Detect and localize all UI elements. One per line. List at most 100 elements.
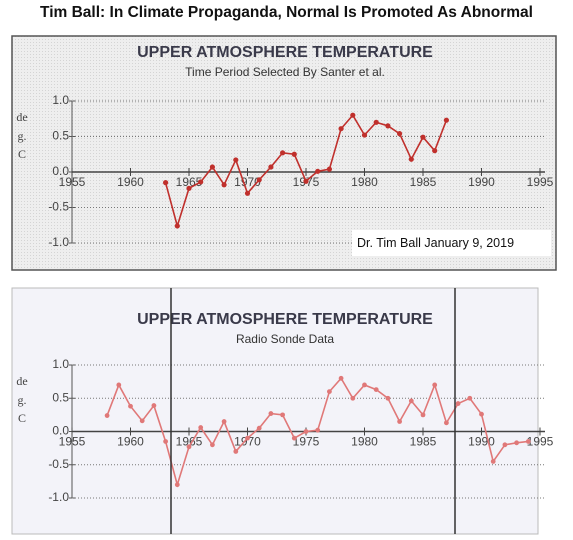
data-point [444, 420, 449, 426]
x-tick-label: 1960 [117, 435, 144, 449]
data-point [186, 185, 192, 191]
data-point [256, 177, 262, 183]
data-point [467, 395, 473, 401]
y-tick-label: -0.5 [48, 200, 69, 214]
y-tick-label: 0.0 [52, 424, 69, 438]
data-point [408, 156, 414, 162]
data-point [280, 412, 285, 418]
y-tick-label: -0.5 [48, 457, 69, 471]
y-axis-label: deg.C [16, 110, 28, 161]
data-point [233, 449, 239, 454]
data-point [186, 444, 192, 450]
x-tick-label: 1975 [293, 435, 320, 449]
data-point [209, 164, 215, 170]
data-point [280, 150, 286, 156]
data-point [397, 419, 402, 424]
data-point [315, 427, 321, 433]
x-tick-label: 1985 [410, 435, 437, 449]
data-point [221, 419, 227, 424]
data-point [151, 403, 157, 408]
chart: UPPER ATMOSPHERE TEMPERATURE Time Period … [48, 44, 553, 249]
x-tick-label: 1980 [351, 175, 378, 189]
data-point [268, 164, 274, 170]
data-point [268, 411, 274, 416]
x-tick-label: 1995 [527, 435, 554, 449]
x-tick-label: 1965 [176, 175, 203, 189]
data-point [490, 459, 496, 464]
data-point [385, 123, 391, 129]
chart-subtitle: Radio Sonde Data [236, 332, 334, 346]
data-point [373, 387, 379, 393]
y-axis-label: deg.C [16, 374, 28, 425]
data-point [326, 166, 332, 172]
x-tick-label: 1965 [176, 435, 203, 449]
data-point [116, 382, 122, 388]
panel [11, 287, 539, 535]
data-point [291, 151, 297, 157]
x-tick-label: 1990 [468, 175, 495, 189]
data-point [361, 132, 368, 138]
data-point [303, 178, 309, 184]
annotation: Dr. Tim Ball January 9, 2019 [352, 230, 551, 256]
x-tick-label: 1980 [351, 435, 378, 449]
data-point [315, 168, 321, 174]
data-point [245, 435, 250, 441]
data-point [303, 429, 309, 434]
data-point [210, 442, 215, 448]
chart-subtitle: Time Period Selected By Santer et al. [185, 65, 385, 79]
data-point [174, 482, 180, 488]
x-tick-label: 1985 [410, 175, 437, 189]
y-tick-label: 0.5 [52, 129, 69, 143]
data-point [163, 439, 169, 444]
data-point [233, 157, 239, 163]
data-point [350, 395, 356, 401]
y-tick-label: 0.5 [52, 390, 69, 404]
data-point [385, 395, 391, 401]
data-point [163, 180, 169, 186]
page-title: Tim Ball: In Climate Propaganda, Normal … [40, 4, 533, 21]
chart-title: UPPER ATMOSPHERE TEMPERATURE [137, 44, 433, 61]
data-point [373, 119, 379, 125]
y-tick-label: -1.0 [48, 235, 69, 249]
data-point [455, 401, 461, 406]
chart-title: UPPER ATMOSPHERE TEMPERATURE [137, 311, 433, 328]
y-tick-label: -1.0 [48, 490, 69, 504]
x-tick-label: 1990 [468, 435, 495, 449]
data-point [139, 418, 145, 424]
data-point [502, 442, 508, 448]
data-point [420, 412, 426, 418]
data-point [514, 440, 519, 446]
data-point [291, 435, 297, 441]
data-point [128, 403, 133, 409]
data-point [350, 112, 356, 118]
data-point [397, 131, 403, 137]
data-point [244, 190, 251, 196]
data-point [420, 134, 426, 140]
data-point [338, 375, 344, 381]
data-point [525, 439, 531, 444]
x-tick-label: 1995 [527, 175, 554, 189]
y-tick-label: 0.0 [52, 164, 69, 178]
y-tick-label: 1.0 [52, 357, 69, 371]
data-point [221, 182, 227, 188]
data-point [479, 411, 484, 417]
chart: UPPER ATMOSPHERE TEMPERATURE Radio Sonde … [48, 311, 553, 504]
data-point [338, 126, 344, 132]
data-point [198, 179, 204, 185]
data-point [408, 398, 414, 404]
x-tick-label: 1955 [59, 175, 86, 189]
data-point [432, 148, 438, 154]
data-point [443, 117, 449, 123]
x-tick-label: 1960 [117, 175, 144, 189]
data-point [432, 382, 438, 388]
data-point [256, 425, 262, 431]
x-tick-label: 1955 [59, 435, 86, 449]
data-point [362, 382, 367, 388]
y-tick-label: 1.0 [52, 93, 69, 107]
data-point [327, 389, 332, 394]
data-point [174, 223, 180, 229]
data-point [198, 425, 204, 430]
data-point [104, 413, 110, 418]
